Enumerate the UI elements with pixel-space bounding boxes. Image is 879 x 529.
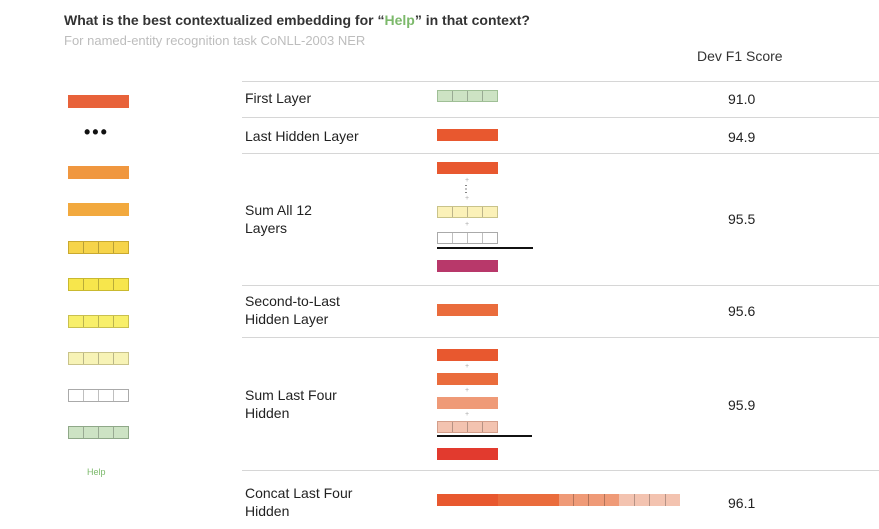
token-embedding-bar: [68, 426, 129, 439]
chart-subtitle: For named-entity recognition task CoNLL-…: [64, 33, 366, 48]
concat-segment-layer-12: [437, 494, 498, 506]
concat-segment-layer-11: [497, 494, 559, 506]
layer-5-bar: [68, 203, 129, 216]
row-label: Concat Last Four Hidden: [245, 485, 353, 519]
layer-11-bar: [437, 373, 498, 385]
layer-1-bar: [68, 352, 129, 365]
row-divider: [242, 470, 879, 471]
layer-0-bar: [68, 389, 129, 402]
layer-4-bar: [68, 241, 129, 254]
sum-result-bar: [437, 260, 498, 272]
row-divider: [242, 153, 879, 154]
embedding-bar: [437, 90, 498, 102]
plus-sign: +: [465, 363, 470, 370]
plus-sign: +: [465, 221, 470, 228]
row-score: 95.9: [728, 397, 756, 413]
score-column-header: Dev F1 Score: [697, 48, 783, 64]
concat-bar: [437, 494, 680, 506]
row-divider: [242, 117, 879, 118]
row-label: Second-to-Last Hidden Layer: [245, 293, 340, 327]
row-divider: [242, 81, 879, 82]
concat-segment-layer-9: [619, 494, 680, 506]
row-divider: [242, 285, 879, 286]
layer-6-bar: [68, 166, 129, 179]
layer-12-bar: [437, 129, 498, 141]
row-divider: [242, 337, 879, 338]
row-score: 95.5: [728, 211, 756, 227]
row-label: Sum Last Four Hidden: [245, 387, 337, 421]
layer-10-bar: [437, 397, 498, 409]
row-score: 96.1: [728, 495, 756, 511]
row-score: 91.0: [728, 91, 756, 107]
title-prefix: What is the best contextualized embeddin…: [64, 12, 385, 28]
row-score: 94.9: [728, 129, 756, 145]
sum-line: [437, 247, 533, 249]
plus-sign: +: [465, 195, 470, 202]
row-label: Last Hidden Layer: [245, 128, 359, 144]
sum-result-bar: [437, 448, 498, 460]
layer-2-bar: [437, 206, 498, 218]
concat-segment-layer-10: [558, 494, 620, 506]
title-suffix: ” in that context?: [414, 12, 530, 28]
row-label: First Layer: [245, 90, 312, 106]
plus-sign: +: [465, 387, 470, 394]
layer-1-bar: [437, 232, 498, 244]
layer-12-bar: [437, 349, 498, 361]
row-label: Sum All 12 Layers: [245, 202, 312, 236]
vertical-ellipsis: ⋮: [461, 184, 471, 195]
chart-title: What is the best contextualized embeddin…: [64, 12, 530, 28]
layer-11-bar: [437, 304, 498, 316]
plus-sign: +: [465, 177, 470, 184]
row-score: 95.6: [728, 303, 756, 319]
layer-12-bar: [68, 95, 129, 108]
layer-2-bar: [68, 315, 129, 328]
layer-3-bar: [68, 278, 129, 291]
layer-12-bar: [437, 162, 498, 174]
layer-9-bar: [437, 421, 498, 433]
plus-sign: +: [465, 411, 470, 418]
token-label: Help: [87, 467, 106, 477]
sum-line: [437, 435, 532, 437]
layer-ellipsis: •••: [84, 122, 109, 142]
title-highlight-word: Help: [384, 12, 415, 28]
